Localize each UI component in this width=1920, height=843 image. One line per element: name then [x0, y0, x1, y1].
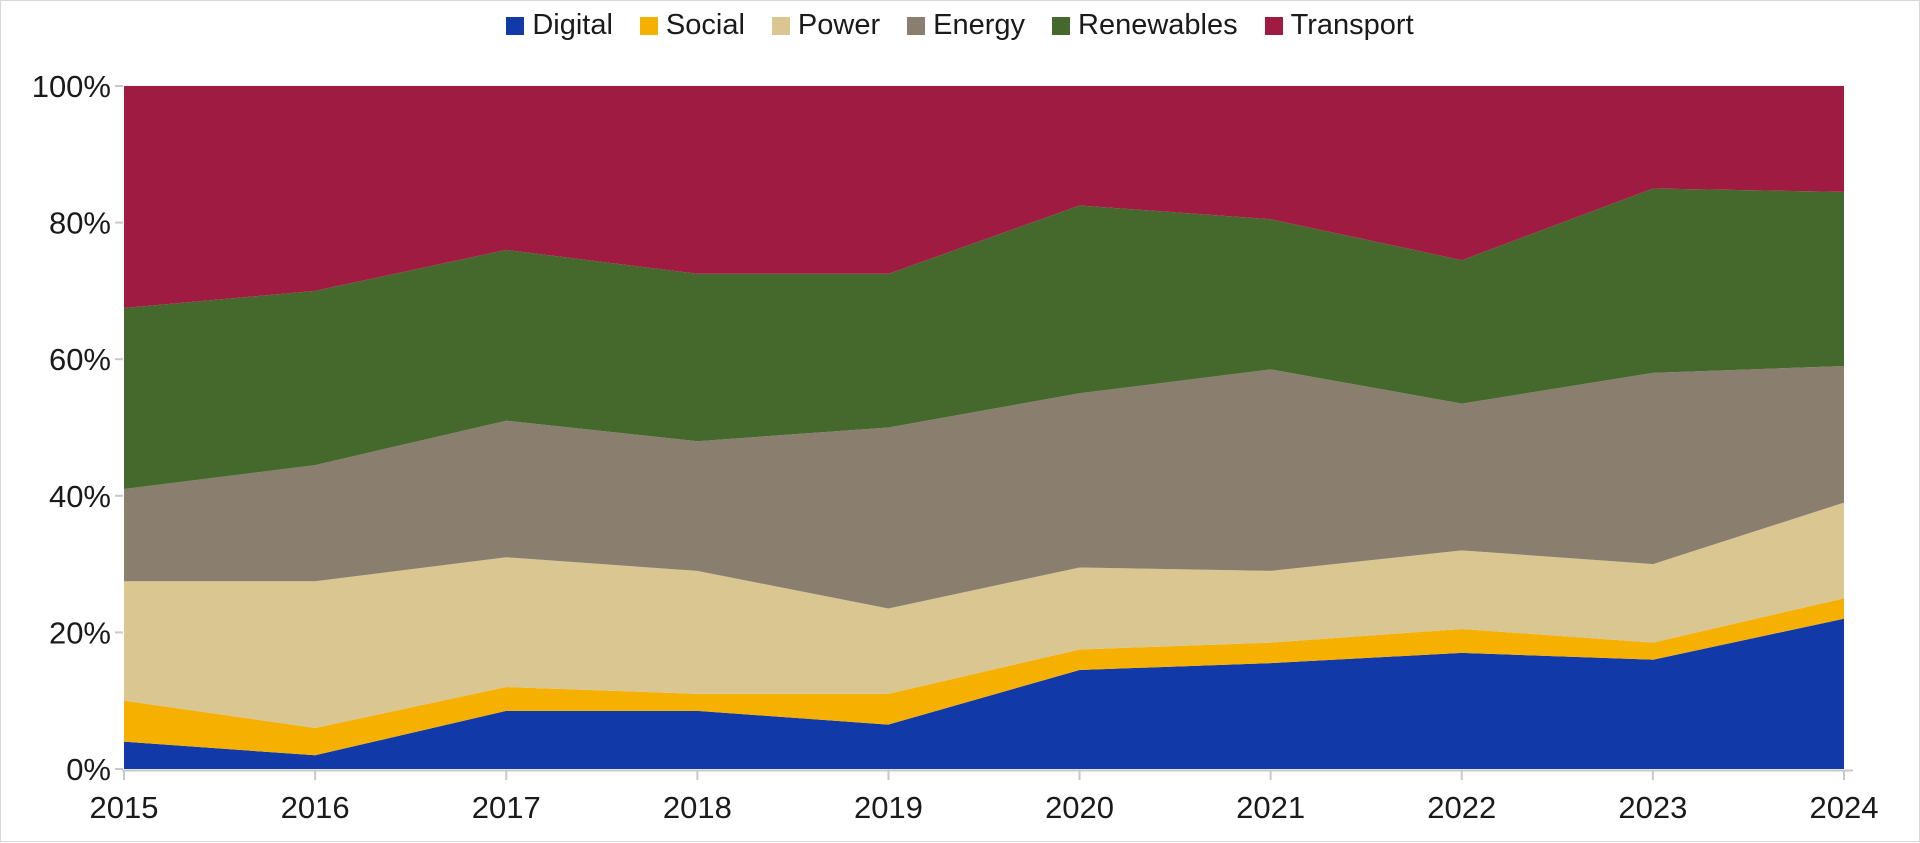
x-axis-label-2023: 2023	[1618, 790, 1687, 825]
x-axis-label-2018: 2018	[663, 790, 732, 825]
legend-label-power: Power	[797, 9, 881, 41]
legend-swatch-energy	[907, 16, 926, 35]
legend-item-social: Social	[639, 9, 745, 42]
x-axis-label-2019: 2019	[854, 790, 923, 825]
x-axis-label-2020: 2020	[1045, 790, 1114, 825]
legend-item-transport: Transport	[1264, 9, 1414, 42]
x-axis-label-2022: 2022	[1427, 790, 1496, 825]
series-area-transport	[124, 86, 1844, 308]
y-axis-label-20%: 20%	[49, 615, 111, 650]
series-area-power	[124, 502, 1844, 728]
legend-swatch-transport	[1264, 16, 1283, 35]
series-area-renewables	[124, 188, 1844, 489]
legend-swatch-social	[639, 16, 658, 35]
y-axis-label-60%: 60%	[49, 342, 111, 377]
series-area-energy	[124, 366, 1844, 609]
y-axis-label-100%: 100%	[32, 69, 111, 104]
series-area-digital	[124, 618, 1844, 769]
y-axis-label-40%: 40%	[49, 479, 111, 514]
x-axis-label-2021: 2021	[1236, 790, 1305, 825]
x-axis-label-2017: 2017	[472, 790, 541, 825]
series-area-social	[124, 598, 1844, 756]
legend-item-energy: Energy	[907, 9, 1026, 42]
x-axis-label-2015: 2015	[90, 790, 159, 825]
x-axis-label-2016: 2016	[281, 790, 350, 825]
legend-label-renewables: Renewables	[1078, 9, 1238, 41]
legend-swatch-digital	[506, 16, 525, 35]
y-axis-label-0%: 0%	[66, 752, 111, 787]
legend-swatch-renewables	[1052, 16, 1071, 35]
legend-label-energy: Energy	[933, 9, 1026, 41]
x-axis-label-2024: 2024	[1810, 790, 1879, 825]
legend-swatch-power	[771, 16, 790, 35]
legend-item-digital: Digital	[506, 9, 613, 42]
legend-label-social: Social	[665, 9, 745, 41]
legend-label-digital: Digital	[532, 9, 613, 41]
y-axis-label-80%: 80%	[49, 206, 111, 241]
legend-item-power: Power	[771, 9, 881, 42]
legend-item-renewables: Renewables	[1052, 9, 1238, 42]
legend-label-transport: Transport	[1290, 9, 1414, 41]
legend: Digital Social Power Energy Renewables Transp…	[1, 9, 1919, 42]
